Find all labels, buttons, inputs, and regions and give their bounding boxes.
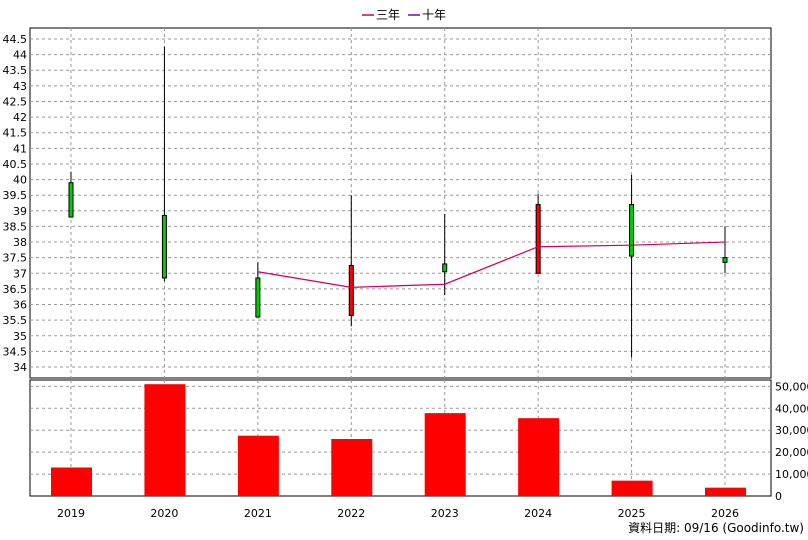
volume-bars (51, 384, 746, 496)
price-panel: 34 34.5 35 35.5 36 36.5 37 37.5 38 38.5 39 39.5 40 40… (3, 27, 772, 379)
price-tick-label-2: 35 (13, 330, 27, 343)
x-tick-label-2023: 2023 (431, 507, 459, 520)
price-candles (68, 46, 728, 358)
volume-bar-2019 (51, 467, 92, 496)
price-tick-label-7: 37.5 (3, 252, 28, 265)
volume-tick-label-1: 10,000 (775, 468, 808, 481)
volume-tick-label-4: 40,000 (775, 402, 808, 415)
volume-bar-2023 (424, 413, 466, 496)
volume-bar-2021 (237, 435, 279, 496)
volume-bar-2022 (331, 439, 373, 496)
volume-plot-frame (29, 379, 772, 497)
price-tick-label-20: 44 (13, 49, 27, 62)
candle-body-2019 (68, 182, 74, 218)
price-tick-label-8: 38 (13, 236, 27, 249)
x-axis: 2019 2020 2021 2022 2023 2024 2025 2026 (57, 507, 739, 520)
price-tick-label-12: 40 (13, 174, 27, 187)
price-tick-label-10: 39 (13, 205, 27, 218)
candle-body-2022 (348, 264, 354, 316)
candle-body-2026 (722, 257, 728, 263)
volume-bar-2026 (705, 487, 746, 496)
price-tick-label-5: 36.5 (3, 283, 28, 296)
volume-y-ticks: 0 10,000 20,000 30,000 40,000 50,000 (775, 380, 808, 503)
volume-tick-label-3: 30,000 (775, 424, 808, 437)
price-tick-label-15: 41.5 (3, 127, 28, 140)
price-tick-label-18: 43 (13, 80, 27, 93)
price-tick-label-11: 39.5 (3, 189, 28, 202)
price-tick-label-21: 44.5 (3, 33, 28, 46)
price-tick-label-16: 42 (13, 111, 27, 124)
volume-grid (30, 380, 771, 496)
candle-body-2025 (629, 204, 635, 257)
volume-bar-2024 (518, 418, 560, 496)
volume-bar-2020 (144, 384, 186, 496)
price-tick-label-0: 34 (13, 361, 27, 374)
x-tick-label-2022: 2022 (337, 507, 365, 520)
price-tick-label-13: 40.5 (3, 158, 28, 171)
volume-tick-label-5: 50,000 (775, 380, 808, 393)
price-tick-label-1: 34.5 (3, 345, 28, 358)
candle-body-2021 (255, 277, 261, 318)
x-tick-label-2025: 2025 (618, 507, 646, 520)
price-tick-label-3: 35.5 (3, 314, 28, 327)
x-tick-label-2019: 2019 (57, 507, 85, 520)
volume-tick-label-2: 20,000 (775, 446, 808, 459)
candle-body-2020 (161, 214, 167, 279)
footer-source: 資料日期: 09/16 (Goodinfo.tw) (628, 521, 804, 535)
x-tick-label-2026: 2026 (711, 507, 739, 520)
volume-bar-2025 (611, 480, 653, 496)
price-tick-label-4: 36 (13, 299, 27, 312)
price-tick-label-14: 41 (13, 142, 27, 155)
legend-label-0: 三年 (376, 8, 400, 22)
x-tick-label-2020: 2020 (150, 507, 178, 520)
price-tick-label-19: 43.5 (3, 64, 28, 77)
volume-panel: 0 10,000 20,000 30,000 40,000 50,000 (29, 379, 808, 503)
price-tick-label-17: 42.5 (3, 95, 28, 108)
candle-body-2024 (535, 204, 541, 274)
x-tick-label-2024: 2024 (524, 507, 552, 520)
price-tick-label-9: 38.5 (3, 220, 28, 233)
candle-body-2023 (442, 263, 448, 273)
series-line-0 (257, 241, 726, 288)
x-tick-label-2021: 2021 (244, 507, 272, 520)
price-lines (257, 241, 726, 288)
legend-label-1: 十年 (422, 8, 446, 22)
price-plot-frame (29, 27, 772, 379)
price-tick-label-6: 37 (13, 267, 27, 280)
legend: 三年 十年 (362, 8, 446, 22)
price-y-ticks: 34 34.5 35 35.5 36 36.5 37 37.5 38 38.5 39 39.5 40 40… (3, 33, 28, 374)
volume-tick-label-0: 0 (775, 490, 782, 503)
